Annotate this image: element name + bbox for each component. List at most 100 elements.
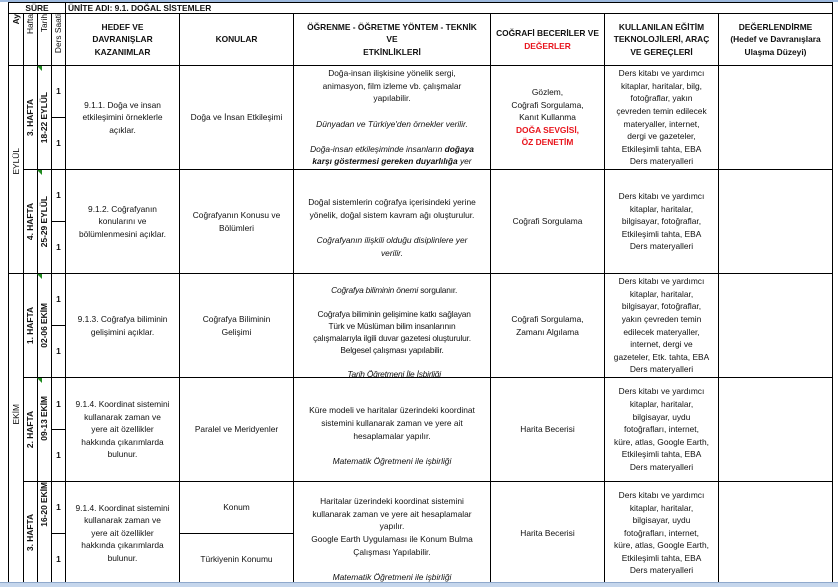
hours-cell: 1: [51, 429, 66, 482]
week-label: 2. HAFTA: [25, 410, 36, 449]
konu-cell: Coğrafya Biliminin Gelişimi: [179, 273, 294, 378]
hours-cell: 1: [51, 533, 66, 585]
beceri-cell: Coğrafi Sorgulama, Zamanı Algılama: [490, 273, 605, 378]
konu-cell: Konum: [179, 481, 294, 534]
kazanim-cell: 9.1.3. Coğrafya biliminin gelişimini açı…: [65, 273, 180, 378]
hours-cell: 1: [51, 117, 66, 170]
week-label: 3. HAFTA: [25, 98, 36, 137]
col-header-ay-label: Ay: [10, 14, 21, 25]
col-header-beceriler: COĞRAFİ BECERİLER VE DEĞERLER: [490, 13, 605, 66]
comment-marker-icon: [37, 66, 42, 71]
yontem-text: sorgulanır.: [418, 284, 458, 295]
col-header-ders-saati-label: Ders Saati: [53, 14, 64, 54]
horizontal-scrollbar[interactable]: [0, 582, 838, 587]
week-cell: 3. HAFTA: [23, 481, 38, 585]
arac-cell: Ders kitabı ve yardımcı kitaplar, harita…: [604, 65, 719, 170]
kazanim-cell: 9.1.4. Koordinat sistemini kullanarak za…: [65, 481, 180, 585]
yontem-italic-text: Matematik Öğretmeni ile işbirliği: [332, 455, 452, 466]
konu-cell: Doğa ve İnsan Etkileşimi: [179, 65, 294, 170]
date-cell: 18-22 EYLÜL: [37, 65, 52, 170]
date-cell: 25-29 EYLÜL: [37, 169, 52, 274]
konu-cell: Coğrafyanın Konusu ve Bölümleri: [179, 169, 294, 274]
month-label: EYLÜL: [10, 148, 21, 175]
hours-cell: 1: [51, 169, 66, 222]
yontem-italic-text: Coğrafyanın ilişkili olduğu disiplinlere…: [316, 235, 468, 258]
window-top-border: [0, 0, 838, 2]
kazanim-cell: 9.1.1. Doğa ve insan etkileşimini örnekl…: [65, 65, 180, 170]
date-label: 02-06 EKİM: [39, 303, 50, 348]
week-cell: 2. HAFTA: [23, 377, 38, 482]
week-cell: 1. HAFTA: [23, 273, 38, 378]
yontem-cell: Coğrafya biliminin önemi sorgulanır. Coğ…: [293, 273, 491, 378]
hours-cell: 1: [51, 273, 66, 326]
beceri-cell: Gözlem, Coğrafi Sorgulama, Kanıt Kullanm…: [490, 65, 605, 170]
arac-cell: Ders kitabı ve yardımcı kitaplar, harita…: [604, 273, 719, 378]
comment-marker-icon: [37, 378, 42, 383]
col-header-tarih: Tarih: [37, 13, 52, 66]
yontem-text: Küre modeli ve haritalar üzerindeki koor…: [309, 405, 475, 441]
yontem-italic-text: Matematik Öğretmeni ile işbirliği: [332, 571, 452, 582]
date-cell: 16-20 EKİM: [37, 481, 52, 585]
yontem-cell: Haritalar üzerindeki koordinat sistemini…: [293, 481, 491, 585]
kazanim-cell: 9.1.4. Koordinat sistemini kullanarak za…: [65, 377, 180, 482]
konu-cell: Paralel ve Meridyenler: [179, 377, 294, 482]
month-label: EKİM: [10, 404, 21, 425]
hours-cell: 1: [51, 377, 66, 430]
arac-cell: Ders kitabı ve yardımcı kitaplar, harita…: [604, 481, 719, 585]
degerlendirme-cell[interactable]: [718, 169, 833, 274]
week-label: 4. HAFTA: [25, 202, 36, 241]
date-label: 25-29 EYLÜL: [39, 195, 50, 248]
degerlendirme-cell[interactable]: [718, 377, 833, 482]
yontem-text: Doğal sistemlerin coğrafya içerisindeki …: [308, 197, 476, 220]
yontem-cell: Doğa-insan ilişkisine yönelik sergi, ani…: [293, 65, 491, 170]
deger-text: DOĞA SEVGİSİ, ÖZ DENETİM: [516, 124, 579, 148]
degerler-label: DEĞERLER: [524, 40, 571, 51]
yontem-text: Coğrafya biliminin gelişimine katkı sağl…: [313, 308, 471, 355]
yontem-text: Doğa-insan ilişkisine yönelik sergi, ani…: [322, 68, 462, 104]
col-header-hafta-label: Hafta: [25, 14, 36, 35]
arac-cell: Ders kitabı ve yardımcı kitaplar, harita…: [604, 169, 719, 274]
comment-marker-icon: [37, 274, 42, 279]
date-label: 09-13 EKİM: [39, 396, 50, 441]
degerlendirme-cell[interactable]: [718, 481, 833, 585]
kazanim-cell: 9.1.2. Coğrafyanın konularını ve bölümle…: [65, 169, 180, 274]
date-label: 16-20 EKİM: [39, 482, 50, 527]
konu-cell: Türkiyenin Konumu: [179, 533, 294, 585]
col-header-ders-saati: Ders Saati: [51, 13, 66, 66]
hours-cell: 1: [51, 481, 66, 534]
hours-cell: 1: [51, 325, 66, 378]
week-cell: 4. HAFTA: [23, 169, 38, 274]
month-cell-eylul: EYLÜL: [8, 65, 24, 274]
yontem-italic-text: Dünyadan ve Türkiye'den örnekler verilir…: [316, 118, 468, 129]
beceriler-label: COĞRAFİ BECERİLER VE: [496, 27, 599, 38]
yontem-italic-text: Doğa-insan etkileşiminde insanların: [310, 143, 443, 154]
col-header-degerlendirme: DEĞERLENDİRME (Hedef ve Davranışlara Ula…: [718, 13, 833, 66]
degerlendirme-cell[interactable]: [718, 273, 833, 378]
yontem-cell: Küre modeli ve haritalar üzerindeki koor…: [293, 377, 491, 482]
month-cell-ekim: EKİM: [8, 273, 24, 584]
yontem-bold-text: doğaya karşı göstermesi gereken duyarlıl…: [312, 143, 474, 167]
degerlendirme-cell[interactable]: [718, 65, 833, 170]
beceri-cell: Coğrafi Sorgulama: [490, 169, 605, 274]
yontem-italic-text: yer verilir.: [381, 156, 472, 169]
col-header-kazanimlar: HEDEF VE DAVRANIŞLAR KAZANIMLAR: [65, 13, 180, 66]
comment-marker-icon: [37, 170, 42, 175]
col-header-hafta: Hafta: [23, 13, 38, 66]
yontem-italic-text: Tarih Öğretmeni İle İşbirliği: [347, 368, 441, 378]
hours-cell: 1: [51, 221, 66, 274]
date-cell: 02-06 EKİM: [37, 273, 52, 378]
col-header-yontem: ÖĞRENME - ÖĞRETME YÖNTEM - TEKNİK VE ETK…: [293, 13, 491, 66]
col-header-konular: KONULAR: [179, 13, 294, 66]
arac-cell: Ders kitabı ve yardımcı kitaplar, harita…: [604, 377, 719, 482]
col-header-ay: Ay: [8, 13, 24, 66]
date-label: 18-22 EYLÜL: [39, 91, 50, 144]
col-header-tarih-label: Tarih: [39, 14, 50, 33]
yontem-italic-text: Coğrafya biliminin önemi: [331, 284, 419, 295]
beceri-cell: Harita Becerisi: [490, 481, 605, 585]
yontem-text: Haritalar üzerindeki koordinat sistemini…: [311, 496, 473, 557]
week-cell: 3. HAFTA: [23, 65, 38, 170]
hours-cell: 1: [51, 65, 66, 118]
col-header-arac: KULLANILAN EĞİTİM TEKNOLOJİLERİ, ARAÇ VE…: [604, 13, 719, 66]
yontem-cell: Doğal sistemlerin coğrafya içerisindeki …: [293, 169, 491, 274]
week-label: 1. HAFTA: [25, 306, 36, 345]
